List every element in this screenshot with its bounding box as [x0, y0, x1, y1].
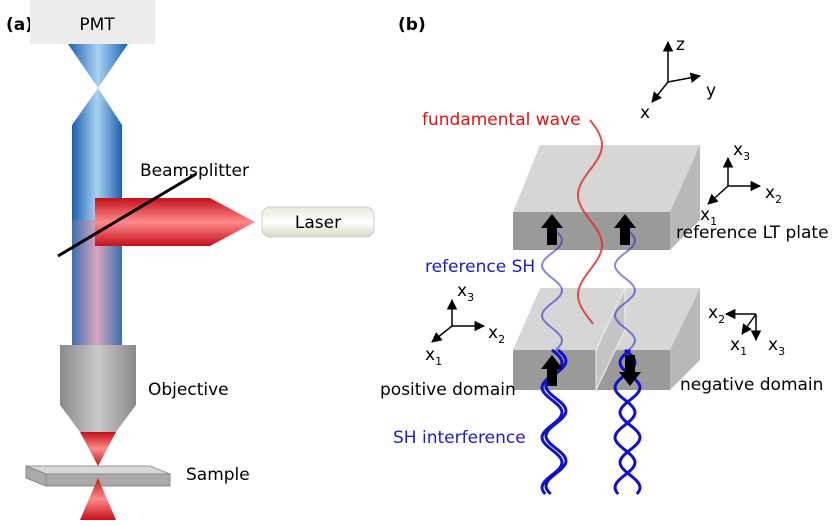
axis-base: x — [488, 323, 498, 343]
axis-label: y — [706, 81, 716, 101]
axis-label: x1 — [730, 335, 747, 358]
axis-label: x2 — [708, 303, 725, 326]
axis-label: x1 — [700, 205, 717, 228]
objective-label: Objective — [148, 380, 229, 400]
axis-label: x — [640, 103, 650, 123]
plate-top — [513, 145, 700, 212]
axis-sub: 3 — [743, 150, 750, 163]
axis-base: x — [730, 335, 740, 355]
beam-cone — [68, 44, 128, 88]
panel-a: (a) PMT Beamsplitter Laser Objective Sam… — [6, 0, 374, 520]
axis-sub: 1 — [435, 355, 442, 368]
axis-base: x — [700, 205, 710, 225]
negative-domain-label: negative domain — [680, 375, 823, 395]
pmt-label: PMT — [79, 15, 115, 35]
axis-sub: 3 — [467, 291, 474, 304]
axis-label: x3 — [457, 281, 474, 304]
axis-base: x — [733, 140, 743, 160]
axis-base: x — [768, 335, 778, 355]
axis-base: x — [425, 345, 435, 365]
axis-label: x1 — [425, 345, 442, 368]
beamsplitter-label: Beamsplitter — [140, 161, 249, 181]
axis-label: x3 — [733, 140, 750, 163]
focus-cone — [80, 432, 116, 466]
laser-label: Laser — [295, 213, 341, 233]
sample-top — [26, 466, 170, 474]
figure: (a) PMT Beamsplitter Laser Objective Sam… — [0, 0, 837, 526]
axis-sub: 2 — [498, 333, 505, 346]
objective — [60, 345, 136, 432]
axis-base: x — [457, 281, 467, 301]
fundamental-wave-label: fundamental wave — [422, 110, 581, 130]
axis-base: x — [765, 183, 775, 203]
axis-sub: 3 — [778, 345, 785, 358]
panel-label: (b) — [398, 15, 426, 35]
axis-label: x2 — [765, 183, 782, 206]
panel-b: (b) z y x fundamental wave reference SH … — [380, 15, 829, 494]
lab-axes: z y x — [640, 35, 716, 123]
laser-beam — [95, 198, 255, 246]
axis-arrow — [432, 326, 452, 342]
reference-sh-label: reference SH — [425, 257, 535, 277]
positive-domain-label: positive domain — [380, 380, 516, 400]
axis-sub: 2 — [718, 313, 725, 326]
axis-sub: 2 — [775, 193, 782, 206]
axis-base: x — [708, 303, 718, 323]
axis-arrow — [708, 186, 728, 204]
reference-plate-label: reference LT plate — [676, 223, 829, 243]
panel-label: (a) — [6, 15, 33, 35]
plate-front — [513, 212, 670, 250]
axis-label: x2 — [488, 323, 505, 346]
axis-sub: 1 — [710, 215, 717, 228]
axis-label: z — [676, 35, 685, 55]
sh-interference-label: SH interference — [393, 428, 526, 448]
sample-label: Sample — [186, 465, 250, 485]
crystal-front — [513, 350, 670, 390]
axis-sub: 1 — [740, 345, 747, 358]
beam-cone — [72, 88, 122, 125]
axis-arrow — [742, 314, 756, 334]
axis-label: x3 — [768, 335, 785, 358]
